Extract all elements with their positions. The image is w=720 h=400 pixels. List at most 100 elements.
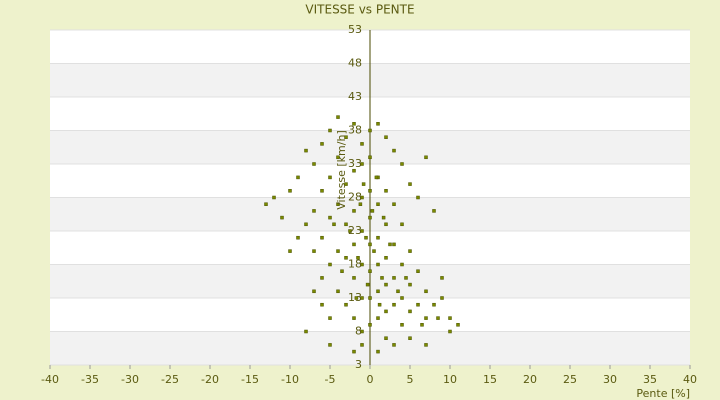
point	[436, 316, 440, 320]
y-tick-label: 18	[348, 258, 362, 271]
point	[340, 269, 344, 273]
point	[296, 175, 300, 180]
point	[400, 162, 404, 166]
point	[320, 235, 324, 240]
point	[360, 195, 364, 200]
x-tick-label: 0	[367, 373, 374, 386]
point	[320, 302, 324, 307]
x-tick-label: -20	[201, 373, 219, 386]
point	[368, 128, 372, 133]
point	[320, 142, 324, 146]
x-tick-label: -30	[121, 373, 139, 386]
point	[380, 276, 384, 280]
point	[352, 242, 356, 247]
point	[384, 309, 388, 314]
x-tick-label: -5	[325, 373, 336, 386]
point	[400, 222, 404, 227]
point	[352, 122, 356, 126]
point	[376, 202, 380, 206]
point	[396, 289, 400, 294]
point	[328, 316, 332, 320]
y-tick-label: 28	[348, 191, 362, 204]
point	[344, 135, 348, 139]
point	[360, 162, 364, 166]
point	[368, 189, 372, 193]
y-tick-label: 43	[348, 90, 362, 103]
point	[376, 235, 380, 240]
point	[352, 316, 356, 320]
x-tick-label: -25	[161, 373, 179, 386]
point	[332, 222, 336, 227]
point	[448, 329, 452, 334]
point	[416, 195, 420, 200]
x-tick-label: -35	[81, 373, 99, 386]
point	[344, 302, 348, 307]
point	[336, 249, 340, 253]
point	[368, 269, 372, 273]
x-tick-label: 5	[407, 373, 414, 386]
point	[312, 249, 316, 253]
point	[381, 215, 386, 220]
point	[328, 175, 332, 180]
point	[312, 162, 316, 166]
x-tick-label: -15	[241, 373, 259, 386]
point	[288, 189, 292, 193]
point	[361, 182, 366, 186]
point	[348, 229, 352, 233]
point	[360, 296, 364, 300]
point	[328, 262, 332, 267]
point	[384, 256, 388, 260]
point	[408, 336, 412, 340]
point	[328, 215, 332, 220]
point	[408, 249, 412, 253]
point	[424, 343, 428, 347]
point	[392, 148, 396, 153]
point	[392, 242, 396, 247]
point	[304, 148, 308, 153]
point	[392, 302, 396, 307]
x-tick-label: 40	[683, 373, 697, 386]
point	[312, 289, 316, 294]
point	[384, 336, 388, 340]
point	[392, 343, 396, 347]
x-axis-label: Pente [%]	[636, 387, 690, 400]
point	[344, 182, 348, 186]
y-tick-label: 48	[348, 57, 362, 70]
y-tick-label: 53	[348, 23, 362, 36]
point	[376, 262, 380, 267]
point	[400, 323, 404, 327]
point	[360, 262, 364, 267]
point	[344, 256, 348, 260]
x-tick-label: 25	[563, 373, 577, 386]
y-tick-label: 3	[355, 358, 362, 371]
point	[376, 289, 380, 294]
point	[368, 323, 372, 327]
point	[384, 135, 388, 139]
x-tick-label: -40	[41, 373, 59, 386]
point	[432, 209, 436, 213]
point	[360, 343, 364, 347]
point	[336, 202, 340, 206]
point	[384, 189, 388, 193]
y-tick-label: 23	[348, 224, 362, 237]
chart-title: VITESSE vs PENTE	[305, 3, 414, 17]
point	[320, 276, 324, 280]
x-tick-label: -10	[281, 373, 299, 386]
point	[368, 296, 372, 300]
point	[370, 209, 375, 213]
point	[358, 202, 363, 206]
point	[400, 262, 404, 267]
point	[360, 229, 364, 233]
y-axis-label: Vitesse [km/h]	[335, 130, 348, 210]
point	[384, 222, 388, 227]
point	[336, 289, 340, 294]
point	[400, 296, 404, 300]
point	[320, 189, 324, 193]
point	[376, 349, 380, 354]
point	[408, 182, 412, 186]
point	[280, 215, 284, 220]
point	[388, 242, 392, 247]
point	[352, 209, 356, 213]
point	[408, 282, 412, 287]
point	[344, 222, 348, 227]
